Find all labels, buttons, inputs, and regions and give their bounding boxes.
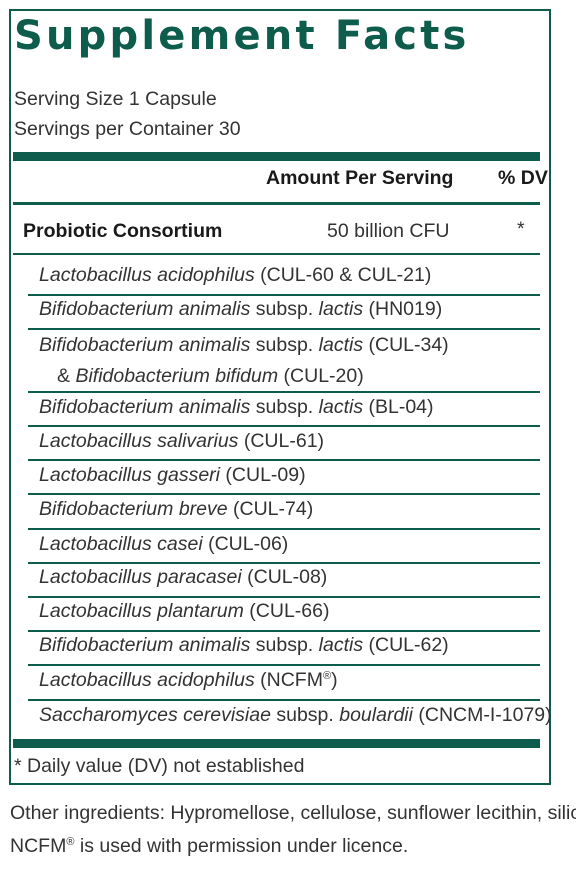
strain-code: (CNCM-I-1079) [412,704,552,726]
amount-per-serving-header: Amount Per Serving [266,167,454,189]
strain-row: Lactobacillus acidophilus (NCFM®) [39,669,338,691]
bottom-divider-bar [13,739,540,748]
strain-code: (BL-04) [363,396,434,418]
strain-row-line2: & Bifidobacterium bifidum (CUL-20) [39,364,364,387]
strain-divider [28,493,540,495]
strain-genus-species: Lactobacillus acidophilus [39,669,255,691]
strain-code: (CUL-34) [363,334,449,356]
strain-genus-species: Lactobacillus salivarius [39,430,239,452]
ncfm-note-text: is used with permission under licence. [74,835,409,857]
strain-divider [28,664,540,666]
strain-subspecies: lactis [318,634,364,656]
strain-row: Lactobacillus acidophilus (CUL-60 & CUL-… [39,264,432,286]
strain-subsp: subsp. [250,396,319,418]
strain-divider [28,294,540,296]
strain-code: (CUL-74) [227,498,314,520]
ncfm-note-registered-mark: ® [66,836,75,848]
strain-divider [28,528,540,530]
consortium-amount: 50 billion CFU [327,220,450,242]
strain-row: Saccharomyces cerevisiae subsp. boulardi… [39,704,552,726]
header-divider [13,202,540,205]
strain-subspecies: boulardii [339,704,413,726]
strain-genus-species: Lactobacillus paracasei [39,566,242,588]
strain-row: Bifidobacterium animalis subsp. lactis (… [39,298,443,320]
strain-subsp: subsp. [250,634,319,656]
strain-code-close: ) [331,669,338,691]
strain-row: Lactobacillus salivarius (CUL-61) [39,430,325,452]
dv-header: % DV [498,167,548,189]
servings-per-container: Servings per Container 30 [14,118,241,140]
strain-line2-prefix: & [57,364,76,387]
strain-code: (CUL-66) [243,600,330,622]
strain-genus-species: Lactobacillus gasseri [39,464,221,486]
strain-line2-genus-species: Bifidobacterium bifidum [75,364,279,387]
strain-row: Bifidobacterium animalis subsp. lactis (… [39,634,449,656]
strain-divider [28,562,540,564]
strain-code: (CUL-06) [202,533,289,555]
strain-row: Bifidobacterium breve (CUL-74) [39,498,314,520]
strain-code: (CUL-08) [241,566,328,588]
strain-line2-code: (CUL-20) [278,364,364,387]
strain-code: (NCFM [254,669,323,691]
strain-divider [28,425,540,427]
strain-subspecies: lactis [318,396,364,418]
consortium-name: Probiotic Consortium [23,220,223,242]
strain-genus-species: Lactobacillus acidophilus [39,264,255,286]
strain-subsp: subsp. [270,704,340,726]
registered-mark: ® [322,670,332,682]
strain-divider [28,630,540,632]
ncfm-note: NCFM® is used with permission under lice… [10,835,409,857]
strain-divider [28,459,540,461]
strain-genus-species: Bifidobacterium animalis [39,334,251,356]
strain-code: (HN019) [363,298,443,320]
strain-divider [28,391,540,393]
strain-subspecies: lactis [318,334,364,356]
strain-code: (CUL-62) [363,634,449,656]
strain-code: (CUL-60 & CUL-21) [254,264,432,286]
strain-row: Lactobacillus gasseri (CUL-09) [39,464,306,486]
strain-genus-species: Lactobacillus plantarum [39,600,244,622]
strain-subsp: subsp. [250,298,319,320]
strain-subspecies: lactis [318,298,364,320]
strain-genus-species: Saccharomyces cerevisiae [39,704,271,726]
strain-code: (CUL-61) [238,430,325,452]
ncfm-note-prefix: NCFM [10,835,67,857]
consortium-dv: * [517,218,525,240]
strain-genus-species: Bifidobacterium animalis [39,396,251,418]
strain-code: (CUL-09) [220,464,306,486]
strain-row: Lactobacillus casei (CUL-06) [39,533,289,555]
strain-genus-species: Bifidobacterium animalis [39,634,251,656]
strain-row: Bifidobacterium animalis subsp. lactis (… [39,334,449,387]
consortium-divider [13,253,540,255]
strain-divider [28,699,540,701]
strain-divider [28,596,540,598]
panel-title: Supplement Facts [14,13,470,59]
top-divider-bar [13,152,540,161]
dv-footnote: * Daily value (DV) not established [14,755,305,777]
strain-subsp: subsp. [250,334,319,356]
strain-row: Lactobacillus plantarum (CUL-66) [39,600,330,622]
other-ingredients: Other ingredients: Hypromellose, cellulo… [10,802,576,824]
strain-divider [28,328,540,330]
strain-genus-species: Bifidobacterium breve [39,498,228,520]
strain-genus-species: Bifidobacterium animalis [39,298,251,320]
serving-size: Serving Size 1 Capsule [14,88,217,110]
strain-row: Lactobacillus paracasei (CUL-08) [39,566,328,588]
strain-genus-species: Lactobacillus casei [39,533,203,555]
supplement-facts-panel [9,9,551,785]
strain-row: Bifidobacterium animalis subsp. lactis (… [39,396,434,418]
